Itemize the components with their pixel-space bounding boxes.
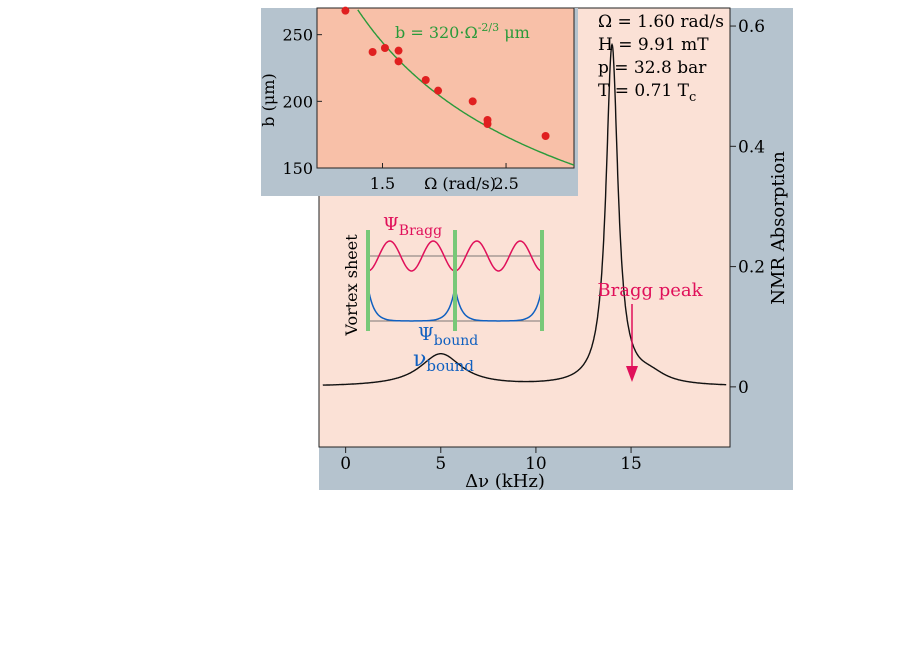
parameter-line: Ω = 1.60 rad/s <box>598 12 724 32</box>
inset-data-point <box>394 46 403 55</box>
vortex-sheet-label: Vortex sheet <box>342 234 361 337</box>
inset-x-tick-label: 1.5 <box>370 174 395 193</box>
inset-plot-area <box>316 7 575 169</box>
vortex-sheet-bar <box>366 230 370 331</box>
inset-fit-label: b = 320·Ω-2/3 μm <box>395 21 530 42</box>
inset-data-point <box>394 57 403 66</box>
inset-data-point <box>341 6 350 15</box>
vortex-sheet-schematic: Vortex sheet ΨBragg Ψbound <box>342 214 544 349</box>
inset-y-tick-label: 200 <box>282 92 313 111</box>
vortex-sheet-bar <box>453 230 457 331</box>
parameters-block: Ω = 1.60 rad/s H = 9.91 mT p = 32.8 bar T =… <box>598 12 724 105</box>
main-y-tick-label: 0.6 <box>738 17 765 37</box>
main-y-tick-label: 0 <box>738 378 749 398</box>
main-x-tick-label: 10 <box>525 454 547 474</box>
main-y-tick-label: 0.2 <box>738 258 765 278</box>
inset-data-point <box>380 44 389 52</box>
main-y-axis-label: NMR Absorption <box>768 151 789 305</box>
nu-bound-label: νbound <box>413 347 474 375</box>
inset-data-point <box>434 86 443 95</box>
main-x-tick-label: 5 <box>435 454 446 474</box>
main-x-axis-label: Δν (kHz) <box>465 471 545 492</box>
inset-fit-curve <box>357 9 575 166</box>
inset-data-point <box>421 76 430 84</box>
inset-x-tick-label: 2.5 <box>493 174 518 193</box>
nmr-spectrum-line <box>322 42 727 386</box>
inset-data-points <box>341 6 550 140</box>
main-x-tick-label: 0 <box>340 454 351 474</box>
parameter-line: H = 9.91 mT <box>598 35 709 55</box>
parameter-line: T = 0.71 Tc <box>598 81 696 105</box>
inset-y-axis-label: b (μm) <box>259 73 278 126</box>
inset-data-point <box>368 48 377 56</box>
inset-data-point <box>541 132 550 140</box>
inset-y-tick-label: 150 <box>282 159 313 178</box>
inset-x-ticks: 1.5 2.5 <box>370 163 519 193</box>
main-x-ticks: 0 5 10 15 <box>340 447 642 474</box>
psi-bound-wave <box>367 286 543 322</box>
psi-bragg-label: ΨBragg <box>383 214 442 239</box>
inset-y-tick-label: 250 <box>282 26 313 45</box>
psi-bound-label: Ψbound <box>418 324 478 349</box>
main-y-ticks: 0 0.2 0.4 0.6 <box>730 17 765 398</box>
inset-x-axis-label: Ω (rad/s) <box>424 174 496 193</box>
parameter-line: p = 32.8 bar <box>598 58 707 78</box>
bragg-peak-arrowhead <box>626 366 638 382</box>
main-x-tick-label: 15 <box>620 454 642 474</box>
inset-y-ticks: 150 200 250 <box>282 26 322 178</box>
bragg-peak-label: Bragg peak <box>597 280 703 301</box>
inset-data-point <box>468 97 477 106</box>
main-y-tick-label: 0.4 <box>738 137 765 157</box>
vortex-sheet-bar <box>540 230 544 331</box>
inset-data-point <box>483 120 492 128</box>
